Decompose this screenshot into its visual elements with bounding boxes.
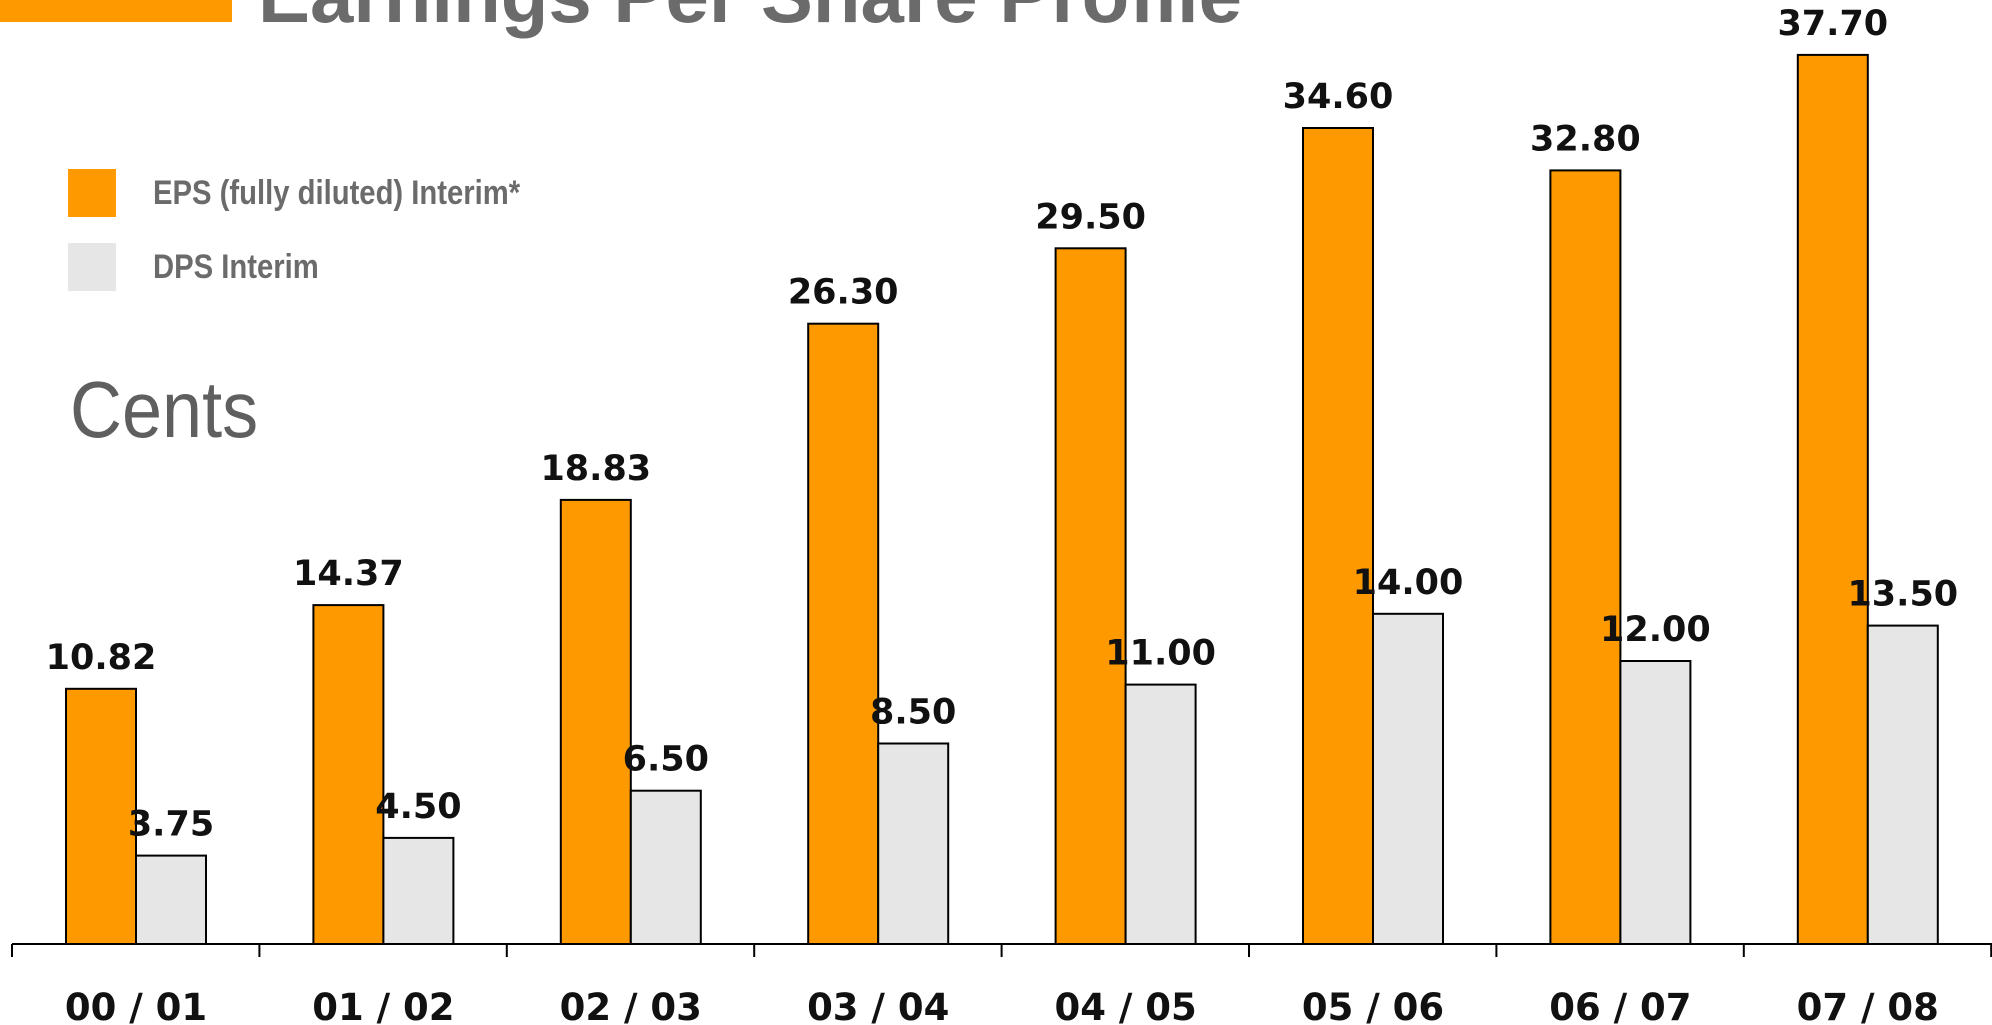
value-label-dps-6: 12.00 xyxy=(1600,610,1711,650)
value-label-dps-1: 4.50 xyxy=(375,787,461,827)
legend-item-dps: DPS Interim xyxy=(68,243,346,291)
bar-dps-0 xyxy=(135,854,207,945)
value-label-eps-0: 10.82 xyxy=(46,638,157,678)
value-label-eps-3: 26.30 xyxy=(788,273,899,313)
bar-eps-2 xyxy=(559,498,632,945)
value-label-eps-1: 14.37 xyxy=(293,554,404,594)
bar-dps-2 xyxy=(629,789,702,946)
bar-eps-4 xyxy=(1054,247,1127,946)
legend-item-eps: EPS (fully diluted) Interim* xyxy=(68,169,580,217)
legend-swatch-dps xyxy=(68,243,116,291)
value-label-eps-6: 32.80 xyxy=(1530,119,1641,159)
x-tick-label-3: 03 / 04 xyxy=(807,986,949,1025)
bar-dps-6 xyxy=(1619,660,1692,945)
x-tick-label-4: 04 / 05 xyxy=(1054,986,1196,1025)
legend-swatch-eps xyxy=(68,169,116,217)
page-title: Earnings Per Share Profile xyxy=(258,0,1242,40)
value-label-dps-4: 11.00 xyxy=(1105,634,1216,674)
legend-label-dps: DPS Interim xyxy=(153,247,319,286)
value-label-eps-7: 37.70 xyxy=(1777,4,1888,44)
value-label-eps-2: 18.83 xyxy=(540,449,651,489)
legend-label-eps: EPS (fully diluted) Interim* xyxy=(153,173,521,212)
value-label-dps-2: 6.50 xyxy=(623,740,709,780)
bar-eps-1 xyxy=(312,604,385,945)
y-axis-unit-label: Cents xyxy=(70,365,259,454)
bar-dps-5 xyxy=(1372,612,1444,945)
bar-dps-3 xyxy=(877,742,950,945)
value-label-eps-4: 29.50 xyxy=(1035,197,1146,237)
x-tick-label-5: 05 / 06 xyxy=(1302,986,1444,1025)
bar-dps-7 xyxy=(1866,624,1939,945)
value-label-dps-0: 3.75 xyxy=(128,805,214,845)
x-tick-label-0: 00 / 01 xyxy=(65,986,207,1025)
value-label-dps-7: 13.50 xyxy=(1847,575,1958,615)
bar-eps-5 xyxy=(1302,127,1374,945)
bar-eps-3 xyxy=(807,322,880,945)
x-tick-label-7: 07 / 08 xyxy=(1797,986,1939,1025)
value-label-eps-5: 34.60 xyxy=(1283,77,1394,117)
value-label-dps-3: 8.50 xyxy=(870,693,956,733)
x-tick-label-2: 02 / 03 xyxy=(560,986,702,1025)
value-label-dps-5: 14.00 xyxy=(1353,563,1464,603)
bar-eps-6 xyxy=(1549,169,1622,945)
bar-eps-7 xyxy=(1796,53,1869,945)
bar-eps-0 xyxy=(65,687,137,945)
bar-dps-4 xyxy=(1124,683,1197,945)
x-tick-label-6: 06 / 07 xyxy=(1549,986,1691,1025)
bar-dps-1 xyxy=(382,836,455,946)
title-accent-bar xyxy=(0,0,232,22)
x-tick-label-1: 01 / 02 xyxy=(312,986,454,1025)
